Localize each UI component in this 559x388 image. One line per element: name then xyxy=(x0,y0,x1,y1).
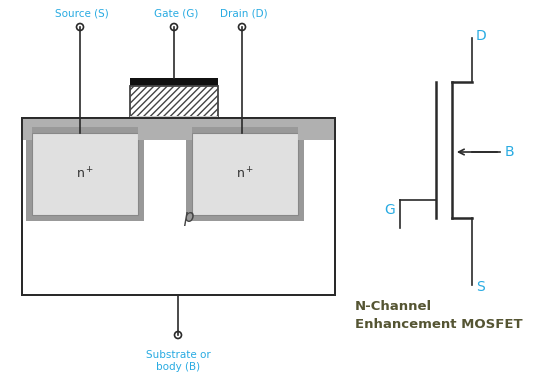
Text: n$^+$: n$^+$ xyxy=(236,166,254,182)
Bar xyxy=(22,118,335,140)
Text: Substrate or
body (B): Substrate or body (B) xyxy=(146,350,210,372)
Bar xyxy=(32,133,138,215)
Bar xyxy=(130,78,218,86)
Bar xyxy=(186,127,304,221)
Bar xyxy=(22,118,32,140)
Text: D: D xyxy=(476,29,487,43)
Bar xyxy=(192,133,298,215)
Bar xyxy=(130,116,218,118)
Text: B: B xyxy=(505,145,515,159)
Bar xyxy=(130,86,218,118)
Text: Source (S): Source (S) xyxy=(55,8,109,18)
Text: Gate (G): Gate (G) xyxy=(154,8,198,18)
Bar xyxy=(22,118,335,295)
Text: S: S xyxy=(476,280,485,294)
Text: G: G xyxy=(384,203,395,217)
Text: Drain (D): Drain (D) xyxy=(220,8,268,18)
Text: N-Channel
Enhancement MOSFET: N-Channel Enhancement MOSFET xyxy=(355,300,523,331)
Text: p: p xyxy=(183,208,194,227)
Text: n$^+$: n$^+$ xyxy=(76,166,94,182)
Bar xyxy=(26,127,144,221)
Bar xyxy=(22,118,335,295)
Bar xyxy=(298,118,335,140)
Bar xyxy=(138,118,192,140)
